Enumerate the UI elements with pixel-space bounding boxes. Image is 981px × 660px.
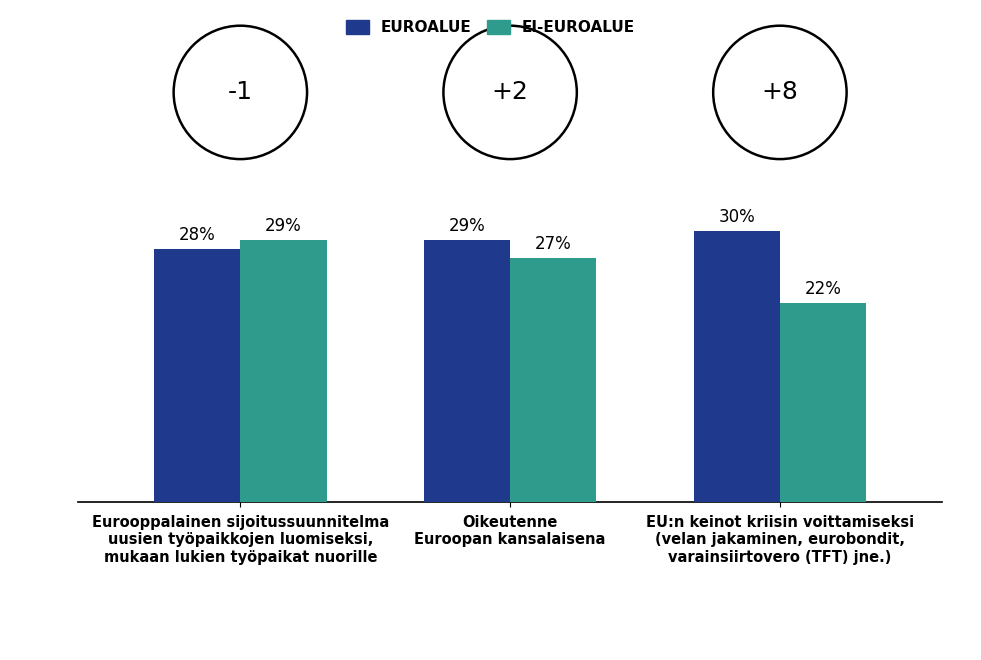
Bar xyxy=(694,230,780,502)
Bar xyxy=(780,303,866,502)
Bar xyxy=(154,249,240,502)
Text: 29%: 29% xyxy=(448,217,486,235)
Bar xyxy=(240,240,327,502)
Text: EU:n keinot kriisin voittamiseksi
(velan jakaminen, eurobondit,
varainsiirtovero: EU:n keinot kriisin voittamiseksi (velan… xyxy=(645,515,914,564)
Text: -1: -1 xyxy=(228,81,253,104)
Text: 30%: 30% xyxy=(718,208,755,226)
Text: +2: +2 xyxy=(491,81,529,104)
Text: 28%: 28% xyxy=(179,226,216,244)
Bar xyxy=(424,240,510,502)
Text: 22%: 22% xyxy=(804,280,842,298)
Text: 27%: 27% xyxy=(535,235,572,253)
Text: Eurooppalainen sijoitussuunnitelma
uusien työpaikkojen luomiseksi,
mukaan lukien: Eurooppalainen sijoitussuunnitelma uusie… xyxy=(91,515,389,564)
Bar xyxy=(510,258,596,502)
Text: Oikeutenne
Euroopan kansalaisena: Oikeutenne Euroopan kansalaisena xyxy=(414,515,606,547)
Text: 29%: 29% xyxy=(265,217,302,235)
Legend: EUROALUE, EI-EUROALUE: EUROALUE, EI-EUROALUE xyxy=(339,15,642,42)
Text: +8: +8 xyxy=(761,81,799,104)
